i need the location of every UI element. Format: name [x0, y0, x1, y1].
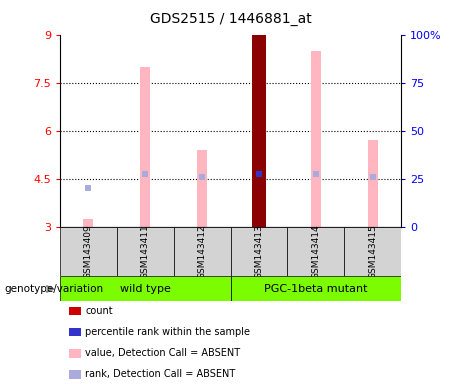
- Bar: [60, 276, 230, 301]
- Bar: [230, 276, 401, 301]
- Text: GSM143415: GSM143415: [368, 224, 377, 279]
- Text: GSM143413: GSM143413: [254, 224, 263, 279]
- Text: value, Detection Call = ABSENT: value, Detection Call = ABSENT: [85, 348, 240, 358]
- Text: GSM143414: GSM143414: [311, 224, 320, 279]
- Text: GSM143411: GSM143411: [141, 224, 150, 279]
- Text: rank, Detection Call = ABSENT: rank, Detection Call = ABSENT: [85, 369, 236, 379]
- Text: GSM143409: GSM143409: [84, 224, 93, 279]
- Bar: [197, 150, 207, 227]
- Bar: [60, 227, 117, 276]
- Bar: [252, 35, 266, 227]
- Text: genotype/variation: genotype/variation: [5, 284, 104, 294]
- Bar: [140, 66, 150, 227]
- Bar: [174, 227, 230, 276]
- Text: wild type: wild type: [120, 284, 171, 294]
- Bar: [117, 227, 174, 276]
- Bar: [367, 140, 378, 227]
- Text: GSM143412: GSM143412: [198, 224, 207, 279]
- Text: count: count: [85, 306, 113, 316]
- Bar: [230, 227, 287, 276]
- Bar: [311, 51, 321, 227]
- Bar: [287, 227, 344, 276]
- Bar: [83, 218, 94, 227]
- Text: PGC-1beta mutant: PGC-1beta mutant: [264, 284, 367, 294]
- Text: percentile rank within the sample: percentile rank within the sample: [85, 327, 250, 337]
- Text: GDS2515 / 1446881_at: GDS2515 / 1446881_at: [150, 12, 311, 25]
- Bar: [344, 227, 401, 276]
